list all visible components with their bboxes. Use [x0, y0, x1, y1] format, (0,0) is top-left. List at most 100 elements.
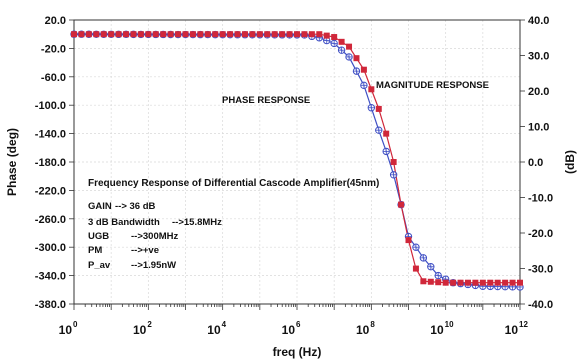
magnitude-point — [331, 34, 338, 41]
y-right-tick-label: 10.0 — [528, 122, 549, 134]
spec-pm-value: -->+ve — [131, 245, 159, 256]
magnitude-point — [442, 279, 449, 286]
y-left-tick-label: -20.0 — [41, 43, 66, 55]
x-axis-label: freq (Hz) — [273, 345, 322, 359]
x-tick-label-base: 10 — [430, 323, 444, 337]
magnitude-point — [323, 32, 330, 39]
y-right-tick-label: 20.0 — [528, 86, 549, 98]
magnitude-point — [152, 31, 159, 38]
magnitude-point — [360, 66, 367, 73]
magnitude-point — [457, 279, 464, 286]
x-tick-label: 10 0 — [59, 320, 78, 337]
magnitude-point — [93, 31, 100, 38]
phase-point — [352, 67, 361, 75]
magnitude-point — [212, 31, 219, 38]
y-left-tick-label: -380.0 — [35, 299, 66, 311]
x-tick-label: 10 2 — [133, 320, 152, 337]
magnitude-point — [398, 201, 405, 208]
phase-point — [367, 104, 376, 112]
x-tick-label: 10 8 — [356, 320, 375, 337]
y-right-tick-label: -40.0 — [528, 299, 553, 311]
y-right-axis-ticks: 40.0 30.0 20.0 10.0 0.0 -10.0 -20.0 -30.0 -40.0 — [520, 15, 553, 311]
spec-ugb-name: UGB — [88, 231, 109, 242]
phase-point — [419, 254, 428, 262]
y-left-tick-label: -140.0 — [35, 129, 66, 141]
magnitude-point — [390, 159, 397, 166]
x-tick-label-base: 10 — [282, 323, 296, 337]
magnitude-point — [123, 31, 130, 38]
magnitude-point — [427, 278, 434, 285]
phase-point — [382, 147, 390, 156]
spec-pm-name: PM — [88, 245, 102, 256]
magnitude-point — [450, 279, 457, 286]
phase-point — [375, 126, 383, 134]
magnitude-point — [487, 279, 494, 286]
magnitude-point — [472, 279, 479, 286]
y-left-tick-label: -340.0 — [35, 271, 66, 283]
phase-point — [412, 243, 420, 251]
x-tick-label-exponent: 12 — [519, 320, 528, 329]
magnitude-point — [197, 31, 204, 38]
magnitude-point — [219, 31, 226, 38]
x-axis-ticks — [73, 304, 521, 310]
magnitude-point — [338, 38, 345, 45]
magnitude-point — [182, 31, 189, 38]
phase-point — [330, 39, 338, 48]
magnitude-point — [353, 55, 360, 62]
y-right-tick-label: -30.0 — [528, 264, 553, 276]
spec-pav-value: -->1.95nW — [131, 260, 176, 271]
magnitude-point — [435, 279, 442, 286]
phase-point — [345, 53, 353, 61]
magnitude-point — [279, 31, 286, 38]
y-left-axis-label: Phase (deg) — [5, 128, 19, 196]
x-tick-label-base: 10 — [133, 323, 147, 337]
magnitude-point — [509, 279, 516, 286]
phase-point — [337, 46, 346, 54]
spec-bandwidth-value: -->15.8MHz — [172, 217, 222, 228]
y-right-tick-label: -10.0 — [528, 193, 553, 205]
y-right-tick-label: 0.0 — [528, 157, 543, 169]
y-left-tick-label: 20.0 — [45, 15, 66, 27]
y-left-tick-label: -220.0 — [35, 185, 66, 197]
magnitude-point — [249, 31, 256, 38]
spec-bandwidth-name: 3 dB Bandwidth — [88, 217, 160, 228]
magnitude-point — [517, 279, 523, 286]
chart-caption: Frequency Response of Differential Casco… — [88, 178, 379, 189]
magnitude-point — [234, 31, 241, 38]
magnitude-response-label: MAGNITUDE RESPONSE — [376, 80, 489, 91]
x-tick-label-exponent: 0 — [73, 320, 78, 329]
magnitude-point — [100, 31, 107, 38]
y-left-axis-ticks: 20.0 -20.0 -60.0 -100.0 -140.0 -180.0 -220.0 -2… — [35, 15, 74, 311]
y-right-tick-label: 30.0 — [528, 51, 549, 63]
magnitude-point — [479, 279, 486, 286]
y-left-tick-label: -100.0 — [35, 100, 66, 112]
magnitude-point — [308, 31, 315, 38]
magnitude-point — [294, 31, 300, 38]
magnitude-point — [256, 31, 263, 38]
phase-point — [427, 263, 435, 271]
x-tick-label: 10 6 — [282, 320, 301, 337]
magnitude-point — [115, 31, 122, 38]
magnitude-point — [204, 31, 211, 38]
magnitude-point — [145, 31, 152, 38]
x-tick-label-base: 10 — [207, 323, 221, 337]
x-tick-label-exponent: 6 — [296, 320, 301, 329]
magnitude-point — [227, 31, 234, 38]
x-tick-label: 10 4 — [207, 320, 226, 337]
magnitude-point — [167, 31, 174, 38]
magnitude-point — [189, 31, 196, 38]
x-tick-label-exponent: 10 — [445, 320, 454, 329]
magnitude-point — [405, 237, 412, 244]
magnitude-point — [420, 278, 427, 285]
magnitude-point — [108, 31, 115, 38]
x-tick-label-exponent: 4 — [222, 320, 227, 329]
x-tick-label-exponent: 2 — [147, 320, 152, 329]
phase-response-label: PHASE RESPONSE — [222, 95, 310, 106]
magnitude-point — [383, 130, 390, 137]
x-tick-label-base: 10 — [505, 323, 519, 337]
y-right-tick-label: -20.0 — [528, 228, 553, 240]
phase-point — [434, 271, 442, 280]
magnitude-point — [175, 31, 182, 38]
spec-pav-name: P_av — [88, 260, 111, 271]
